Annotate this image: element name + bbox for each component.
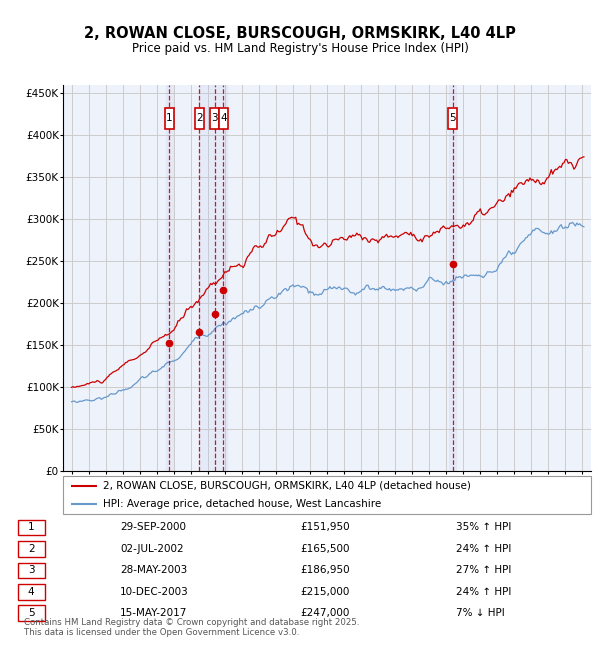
Text: 10-DEC-2003: 10-DEC-2003 bbox=[120, 587, 189, 597]
Text: £165,500: £165,500 bbox=[300, 544, 349, 554]
Text: 2: 2 bbox=[28, 544, 35, 554]
Text: 35% ↑ HPI: 35% ↑ HPI bbox=[456, 523, 511, 532]
Bar bbox=[199, 84, 227, 471]
Text: 29-SEP-2000: 29-SEP-2000 bbox=[120, 523, 186, 532]
FancyBboxPatch shape bbox=[63, 476, 591, 514]
Bar bbox=[165, 108, 174, 129]
Text: Price paid vs. HM Land Registry's House Price Index (HPI): Price paid vs. HM Land Registry's House … bbox=[131, 42, 469, 55]
Text: 3: 3 bbox=[28, 566, 35, 575]
Text: 1: 1 bbox=[166, 113, 173, 123]
Bar bbox=[194, 108, 204, 129]
Text: 15-MAY-2017: 15-MAY-2017 bbox=[120, 608, 187, 618]
Text: £215,000: £215,000 bbox=[300, 587, 349, 597]
Text: 1: 1 bbox=[28, 523, 35, 532]
Text: £247,000: £247,000 bbox=[300, 608, 349, 618]
Text: Contains HM Land Registry data © Crown copyright and database right 2025.
This d: Contains HM Land Registry data © Crown c… bbox=[24, 618, 359, 637]
Text: £151,950: £151,950 bbox=[300, 523, 350, 532]
Text: 5: 5 bbox=[28, 608, 35, 618]
Text: 3: 3 bbox=[211, 113, 218, 123]
Text: 28-MAY-2003: 28-MAY-2003 bbox=[120, 566, 187, 575]
Text: 02-JUL-2002: 02-JUL-2002 bbox=[120, 544, 184, 554]
Bar bbox=[210, 108, 219, 129]
Bar bbox=[448, 108, 457, 129]
Text: 5: 5 bbox=[449, 113, 456, 123]
Text: 2: 2 bbox=[196, 113, 203, 123]
Text: 2, ROWAN CLOSE, BURSCOUGH, ORMSKIRK, L40 4LP (detached house): 2, ROWAN CLOSE, BURSCOUGH, ORMSKIRK, L40… bbox=[103, 481, 470, 491]
Text: 2, ROWAN CLOSE, BURSCOUGH, ORMSKIRK, L40 4LP: 2, ROWAN CLOSE, BURSCOUGH, ORMSKIRK, L40… bbox=[84, 26, 516, 41]
Text: 4: 4 bbox=[28, 587, 35, 597]
Text: 7% ↓ HPI: 7% ↓ HPI bbox=[456, 608, 505, 618]
Text: 24% ↑ HPI: 24% ↑ HPI bbox=[456, 544, 511, 554]
Text: HPI: Average price, detached house, West Lancashire: HPI: Average price, detached house, West… bbox=[103, 499, 381, 509]
Bar bbox=[166, 84, 173, 471]
Bar bbox=[449, 84, 456, 471]
Text: 27% ↑ HPI: 27% ↑ HPI bbox=[456, 566, 511, 575]
Text: £186,950: £186,950 bbox=[300, 566, 350, 575]
Text: 4: 4 bbox=[220, 113, 227, 123]
Bar bbox=[219, 108, 228, 129]
Text: 24% ↑ HPI: 24% ↑ HPI bbox=[456, 587, 511, 597]
